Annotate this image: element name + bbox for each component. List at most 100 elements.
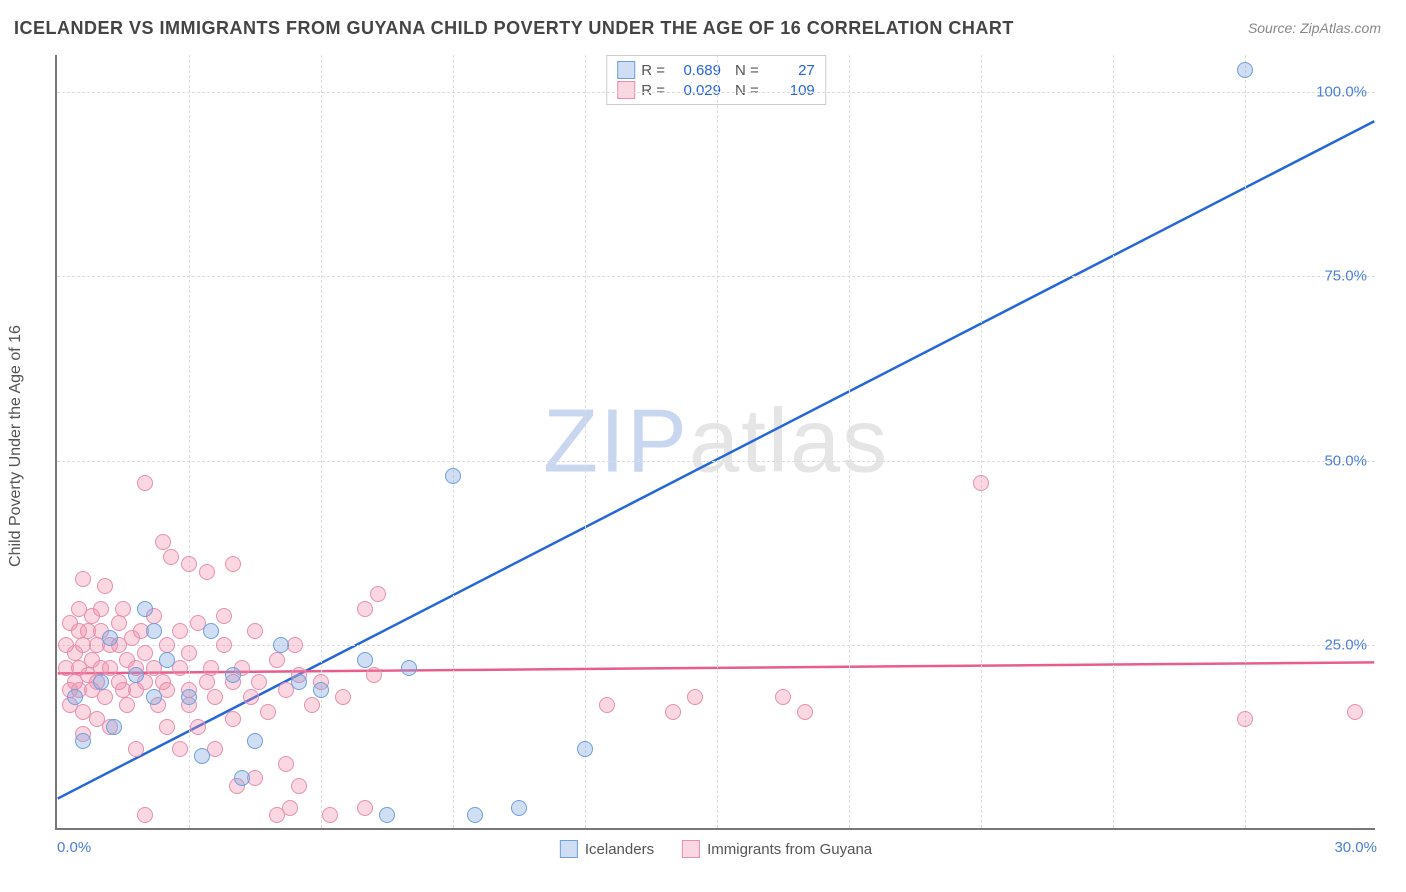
scatter-point-series2: [1347, 704, 1363, 720]
gridline-v: [981, 55, 982, 828]
scatter-point-series2: [207, 689, 223, 705]
gridline-v: [849, 55, 850, 828]
gridline-v: [321, 55, 322, 828]
scatter-point-series2: [370, 586, 386, 602]
scatter-point-series1: [75, 733, 91, 749]
ytick-label: 100.0%: [1316, 83, 1367, 100]
scatter-point-series1: [234, 770, 250, 786]
scatter-point-series2: [181, 645, 197, 661]
scatter-point-series1: [445, 468, 461, 484]
scatter-point-series1: [577, 741, 593, 757]
scatter-point-series2: [357, 601, 373, 617]
scatter-point-series2: [172, 623, 188, 639]
scatter-point-series2: [335, 689, 351, 705]
scatter-point-series2: [304, 697, 320, 713]
y-axis-label: Child Poverty Under the Age of 16: [7, 325, 25, 567]
scatter-point-series1: [1237, 62, 1253, 78]
scatter-point-series2: [97, 689, 113, 705]
gridline-h: [57, 461, 1375, 462]
scatter-point-series2: [225, 556, 241, 572]
swatch-series1: [560, 840, 578, 858]
scatter-point-series2: [203, 660, 219, 676]
legend: Icelanders Immigrants from Guyana: [560, 840, 872, 858]
scatter-point-series2: [199, 674, 215, 690]
scatter-point-series1: [137, 601, 153, 617]
scatter-point-series1: [225, 667, 241, 683]
scatter-point-series2: [216, 637, 232, 653]
scatter-point-series2: [282, 800, 298, 816]
scatter-point-series2: [159, 719, 175, 735]
scatter-point-series1: [194, 748, 210, 764]
scatter-point-series2: [775, 689, 791, 705]
scatter-point-series1: [181, 689, 197, 705]
ytick-label: 75.0%: [1324, 268, 1367, 285]
scatter-point-series2: [665, 704, 681, 720]
scatter-point-series1: [159, 652, 175, 668]
scatter-point-series2: [93, 601, 109, 617]
scatter-point-series2: [973, 475, 989, 491]
scatter-point-series2: [75, 571, 91, 587]
scatter-point-series1: [401, 660, 417, 676]
scatter-point-series2: [172, 741, 188, 757]
legend-label-2: Immigrants from Guyana: [707, 841, 872, 858]
scatter-point-series2: [260, 704, 276, 720]
scatter-point-series1: [313, 682, 329, 698]
gridline-v: [453, 55, 454, 828]
r-label: R =: [641, 82, 665, 99]
r-value-1: 0.689: [671, 62, 721, 79]
scatter-point-series2: [115, 601, 131, 617]
legend-item-2: Immigrants from Guyana: [682, 840, 872, 858]
n-value-2: 109: [765, 82, 815, 99]
scatter-point-series2: [243, 689, 259, 705]
scatter-point-series2: [216, 608, 232, 624]
scatter-point-series1: [247, 733, 263, 749]
scatter-point-series2: [269, 652, 285, 668]
scatter-point-series1: [146, 689, 162, 705]
stats-box: R = 0.689 N = 27 R = 0.029 N = 109: [606, 55, 826, 105]
xtick-label: 0.0%: [57, 839, 91, 856]
scatter-point-series1: [203, 623, 219, 639]
scatter-point-series2: [225, 711, 241, 727]
scatter-point-series2: [190, 719, 206, 735]
gridline-h: [57, 276, 1375, 277]
n-label: N =: [735, 82, 759, 99]
scatter-point-series1: [511, 800, 527, 816]
scatter-point-series2: [322, 807, 338, 823]
gridline-h: [57, 92, 1375, 93]
legend-item-1: Icelanders: [560, 840, 654, 858]
scatter-point-series1: [146, 623, 162, 639]
ytick-label: 50.0%: [1324, 452, 1367, 469]
scatter-point-series2: [128, 741, 144, 757]
scatter-point-series1: [67, 689, 83, 705]
swatch-series2: [617, 81, 635, 99]
scatter-point-series1: [273, 637, 289, 653]
scatter-point-series2: [102, 660, 118, 676]
r-label: R =: [641, 62, 665, 79]
swatch-series2: [682, 840, 700, 858]
n-value-1: 27: [765, 62, 815, 79]
scatter-point-series2: [181, 556, 197, 572]
scatter-point-series2: [797, 704, 813, 720]
swatch-series1: [617, 61, 635, 79]
scatter-point-series1: [93, 674, 109, 690]
n-label: N =: [735, 62, 759, 79]
scatter-point-series2: [159, 637, 175, 653]
stats-row-2: R = 0.029 N = 109: [617, 80, 815, 100]
scatter-point-series1: [379, 807, 395, 823]
source-label: Source: ZipAtlas.com: [1248, 20, 1381, 36]
scatter-point-series2: [119, 697, 135, 713]
gridline-h: [57, 645, 1375, 646]
ytick-label: 25.0%: [1324, 637, 1367, 654]
scatter-point-series2: [278, 756, 294, 772]
scatter-point-series2: [366, 667, 382, 683]
plot-area: ZIPatlas R = 0.689 N = 27 R = 0.029 N = …: [55, 55, 1375, 830]
xtick-label: 30.0%: [1334, 839, 1377, 856]
scatter-point-series2: [599, 697, 615, 713]
scatter-point-series2: [137, 807, 153, 823]
scatter-point-series2: [97, 578, 113, 594]
scatter-point-series2: [199, 564, 215, 580]
scatter-point-series1: [291, 674, 307, 690]
scatter-point-series2: [111, 615, 127, 631]
scatter-point-series1: [357, 652, 373, 668]
scatter-point-series2: [251, 674, 267, 690]
